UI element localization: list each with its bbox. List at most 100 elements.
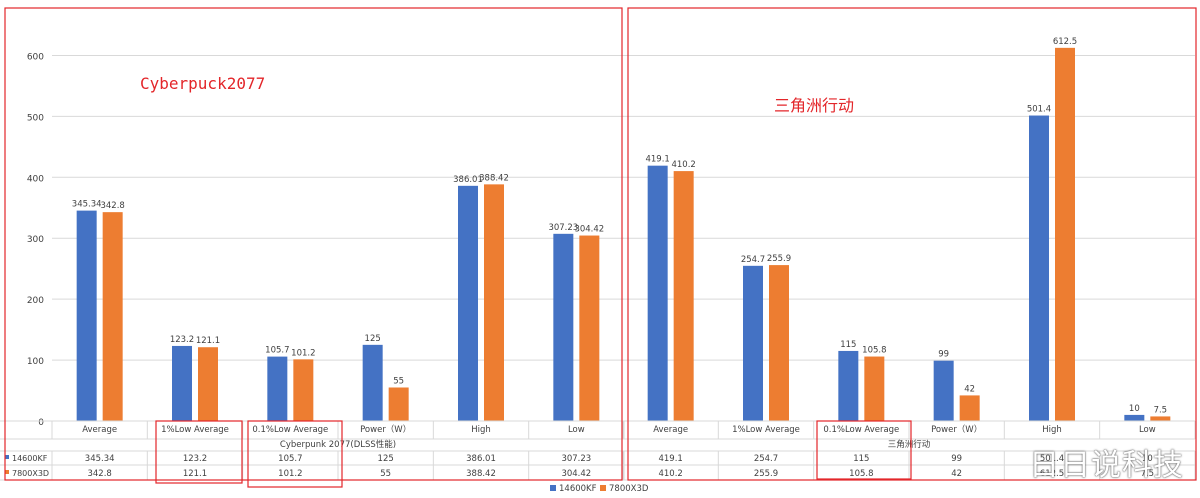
- bar-value-label: 612.5: [1053, 37, 1077, 47]
- y-tick-label: 200: [27, 296, 44, 306]
- bar-value-label: 255.9: [767, 254, 791, 264]
- table-value: 10: [1142, 454, 1153, 464]
- table-value: 123.2: [183, 454, 207, 464]
- bar-value-label: 105.7: [265, 346, 289, 356]
- bar-series-2: [484, 184, 504, 421]
- bar-value-label: 121.1: [196, 336, 220, 346]
- bar-value-label: 55: [393, 376, 404, 386]
- table-value: 345.34: [85, 454, 115, 464]
- legend-label: 14600KF: [559, 484, 597, 494]
- table-value: 105.7: [278, 454, 302, 464]
- highlight-box: [247, 420, 343, 488]
- right-annotation-title: 三角洲行动: [774, 96, 855, 115]
- table-value: 342.8: [87, 469, 111, 479]
- table-value: 304.42: [561, 469, 591, 479]
- bar-value-label: 115: [840, 340, 856, 350]
- category-label: Average: [82, 425, 117, 435]
- bar-series-1: [933, 360, 954, 421]
- bar-series-1: [458, 185, 478, 421]
- bar-value-label: 125: [365, 334, 381, 344]
- bar-series-1: [838, 350, 859, 421]
- bar-value-label: 101.2: [291, 348, 315, 358]
- y-tick-label: 300: [27, 235, 44, 245]
- highlight-box: [816, 420, 912, 480]
- table-value: 255.9: [754, 469, 778, 479]
- table-value: 386.01: [466, 454, 496, 464]
- table-value: 42: [951, 469, 962, 479]
- bar-value-label: 501.4: [1027, 105, 1051, 115]
- table-series-name: 7800X3D: [12, 469, 49, 478]
- table-value: 501.4: [1040, 454, 1064, 464]
- table-value: 7.5: [1141, 469, 1155, 479]
- bar-value-label: 345.34: [72, 200, 102, 210]
- group-label: 三角洲行动: [888, 439, 931, 450]
- table-series-name: 14600KF: [12, 454, 48, 463]
- bar-value-label: 410.2: [671, 160, 695, 170]
- panel-outline: [627, 7, 1197, 481]
- y-tick-label: 100: [27, 357, 44, 367]
- bar-series-1: [76, 210, 97, 421]
- bar-value-label: 254.7: [741, 255, 765, 265]
- bar-value-label: 10: [1129, 404, 1140, 414]
- category-label: 0.1%Low Average: [823, 425, 899, 435]
- bar-series-1: [267, 356, 288, 421]
- bar-value-label: 105.8: [862, 346, 886, 356]
- legend-swatch: [600, 485, 606, 491]
- table-value: 55: [380, 469, 391, 479]
- bar-series-2: [1150, 416, 1171, 421]
- y-tick-label: 500: [27, 113, 44, 123]
- y-tick-label: 400: [27, 174, 44, 184]
- left-annotation-title: Cyberpuck2077: [140, 74, 266, 93]
- table-value: 254.7: [754, 454, 778, 464]
- category-label: High: [1042, 425, 1062, 435]
- table-value: 307.23: [561, 454, 591, 464]
- bar-value-label: 42: [964, 384, 975, 394]
- table-value: 612.5: [1040, 469, 1064, 479]
- table-value: 105.8: [849, 469, 873, 479]
- table-value: 410.2: [658, 469, 682, 479]
- bar-series-2: [102, 212, 123, 421]
- bar-value-label: 386.01: [453, 175, 483, 185]
- bar-series-2: [198, 347, 218, 421]
- bar-series-2: [864, 356, 885, 421]
- category-label: 1%Low Average: [732, 425, 800, 435]
- highlight-box: [155, 420, 243, 484]
- category-label: Power（W）: [931, 424, 982, 435]
- bar-series-1: [553, 233, 574, 421]
- category-label: 0.1%Low Average: [252, 425, 328, 435]
- watermark: 日日说科技: [1029, 448, 1184, 483]
- category-label: Low: [1139, 425, 1156, 435]
- bar-series-1: [647, 165, 668, 421]
- bar-series-2: [388, 387, 409, 421]
- bar-series-2: [293, 359, 314, 421]
- category-label: Power（W）: [360, 424, 411, 435]
- bar-series-2: [579, 235, 600, 421]
- bar-value-label: 388.42: [479, 173, 509, 183]
- bar-series-1: [172, 345, 192, 421]
- bar-series-2: [959, 395, 980, 421]
- table-series-swatch: [5, 455, 9, 459]
- bar-value-label: 99: [938, 350, 949, 360]
- legend-swatch: [550, 485, 556, 491]
- bar-value-label: 304.42: [574, 225, 604, 235]
- legend-label: 7800X3D: [609, 484, 649, 494]
- category-label: Low: [568, 425, 585, 435]
- table-value: 125: [378, 454, 394, 464]
- bar-value-label: 419.1: [645, 155, 669, 165]
- panel-outline: [4, 7, 623, 481]
- table-value: 419.1: [658, 454, 682, 464]
- y-tick-label: 600: [27, 52, 44, 62]
- bar-value-label: 7.5: [1154, 405, 1168, 415]
- y-tick-label: 0: [38, 418, 44, 428]
- table-series-swatch: [5, 470, 9, 474]
- category-label: Average: [653, 425, 688, 435]
- bar-series-1: [743, 265, 763, 421]
- bar-series-2: [673, 171, 694, 421]
- category-label: 1%Low Average: [161, 425, 229, 435]
- table-value: 121.1: [183, 469, 207, 479]
- group-label: Cyberpunk 2077(DLSS性能): [280, 439, 396, 450]
- bar-series-1: [1029, 115, 1049, 422]
- bar-value-label: 307.23: [548, 223, 578, 233]
- bar-series-1: [362, 344, 383, 421]
